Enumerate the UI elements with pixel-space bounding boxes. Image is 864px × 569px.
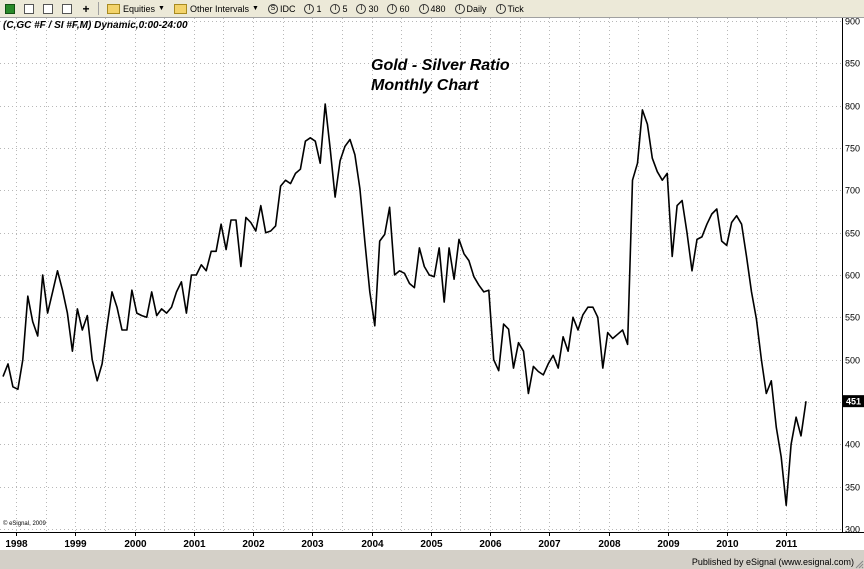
interval-buttons: I 1 I 5 I 30 I 60 I 480 I Daily I Tick — [299, 1, 527, 16]
y-tick-label: 700 — [845, 186, 860, 196]
chevron-down-icon: ▼ — [158, 5, 165, 12]
interval-icon: I — [454, 3, 465, 14]
equities-label: Equities — [123, 3, 156, 14]
published-label: Published by eSignal (www.esignal.com) — [691, 557, 854, 567]
copy-icon — [43, 3, 53, 14]
y-tick-label: 350 — [845, 483, 860, 493]
x-tick-label: 1999 — [64, 539, 87, 550]
y-tick-label: 900 — [845, 18, 860, 27]
x-tick-label: 2011 — [776, 539, 798, 550]
interval-icon: I — [304, 3, 315, 14]
x-tick-label: 2003 — [301, 539, 324, 550]
chevron-down-icon: ▼ — [252, 5, 259, 12]
y-tick-label: 750 — [845, 144, 860, 154]
interval-button-label: 480 — [430, 3, 446, 14]
last-value-badge — [843, 395, 864, 408]
y-tick-label: 600 — [845, 271, 860, 281]
x-tick-label: 2007 — [538, 539, 561, 550]
symbol-label: (C,GC #F / SI #F,M) Dynamic,0:00-24:00 — [3, 20, 188, 31]
interval-icon: I — [387, 3, 398, 14]
interval-button-label: 30 — [368, 3, 379, 14]
interval-button-60[interactable]: I 60 — [383, 1, 413, 16]
x-tick-label: 2008 — [598, 539, 621, 550]
y-tick-label: 650 — [845, 229, 860, 239]
equities-dropdown[interactable]: Equities ▼ — [103, 1, 169, 16]
y-tick-label: 850 — [845, 59, 860, 69]
interval-button-label: Daily — [466, 3, 487, 14]
other-intervals-label: Other Intervals — [189, 3, 249, 14]
chart-panel: 3003504004505005506006507007508008509001… — [0, 18, 864, 550]
x-tick-label: 2006 — [479, 539, 502, 550]
chart-type-button[interactable] — [1, 1, 19, 16]
interval-icon: I — [330, 3, 341, 14]
folder-icon — [107, 3, 120, 14]
idc-label: IDC — [279, 3, 296, 14]
interval-button-label: 60 — [399, 3, 410, 14]
folder-icon — [173, 3, 187, 14]
page-icon — [62, 3, 72, 14]
new-window-button[interactable] — [20, 1, 38, 16]
chart-title-line1: Gold - Silver Ratio — [371, 57, 510, 74]
status-bar: Published by eSignal (www.esignal.com) — [0, 557, 864, 569]
chart-canvas: 3003504004505005506006507007508008509001… — [0, 18, 864, 550]
add-button[interactable]: + — [77, 1, 95, 16]
interval-button-daily[interactable]: I Daily — [451, 1, 491, 16]
x-tick-label: 2000 — [124, 539, 147, 550]
interval-icon: I — [495, 3, 506, 14]
other-intervals-dropdown[interactable]: Other Intervals ▼ — [170, 1, 263, 16]
x-tick-label: 2010 — [716, 539, 739, 550]
x-tick-label: 1998 — [5, 539, 28, 550]
copyright-label: © eSignal, 2009 — [3, 521, 46, 527]
last-value-label: 451 — [846, 397, 861, 407]
add-icon: + — [82, 1, 90, 16]
x-tick-label: 2005 — [420, 539, 443, 550]
y-tick-label: 500 — [845, 356, 860, 366]
resize-grip-icon[interactable] — [855, 560, 864, 569]
toolbar-separator — [98, 2, 99, 15]
interval-icon: I — [356, 3, 367, 14]
gold-silver-ratio-line — [2, 103, 807, 507]
interval-icon: I — [418, 3, 429, 14]
chart-title: Gold - Silver Ratio Monthly Chart — [371, 56, 510, 96]
page-button[interactable] — [58, 1, 76, 16]
interval-button-label: Tick — [507, 3, 524, 14]
interval-button-tick[interactable]: I Tick — [492, 1, 528, 16]
interval-button-label: 1 — [316, 3, 322, 14]
interval-icon: S — [267, 3, 278, 14]
y-tick-label: 300 — [845, 525, 860, 535]
new-icon — [24, 3, 34, 14]
copy-button[interactable] — [39, 1, 57, 16]
chart-title-line2: Monthly Chart — [371, 77, 479, 94]
idc-button[interactable]: S IDC — [264, 1, 300, 16]
y-axis-area — [842, 18, 864, 550]
y-tick-label: 550 — [845, 313, 860, 323]
chart-icon — [5, 3, 15, 14]
interval-button-label: 5 — [342, 3, 348, 14]
y-tick-label: 800 — [845, 102, 860, 112]
interval-button-30[interactable]: I 30 — [352, 1, 382, 16]
x-tick-label: 2004 — [361, 539, 384, 550]
x-tick-label: 2009 — [657, 539, 680, 550]
y-tick-label: 400 — [845, 440, 860, 450]
interval-button-480[interactable]: I 480 — [415, 1, 450, 16]
x-tick-label: 2002 — [242, 539, 265, 550]
x-tick-label: 2001 — [183, 539, 206, 550]
